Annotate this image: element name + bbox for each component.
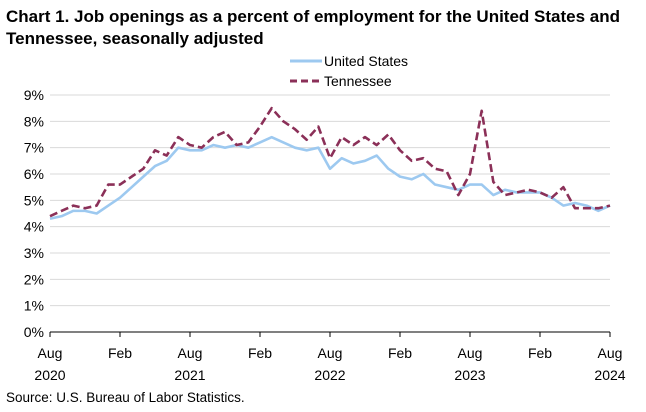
x-tick-year-label: 2020 xyxy=(34,367,65,383)
x-tick-label: Aug xyxy=(458,345,483,361)
series-line-tennessee xyxy=(49,106,611,218)
y-tick-label: 9% xyxy=(24,87,44,103)
y-tick-label: 3% xyxy=(24,245,44,261)
y-tick-label: 7% xyxy=(24,140,44,156)
source-note: Source: U.S. Bureau of Labor Statistics. xyxy=(6,390,245,405)
y-tick-label: 2% xyxy=(24,271,44,287)
x-tick-year-label: 2024 xyxy=(594,367,625,383)
series-line-united-states xyxy=(49,135,611,221)
y-tick-label: 5% xyxy=(24,192,44,208)
legend: United States Tennessee xyxy=(290,53,408,89)
x-tick-label: Aug xyxy=(318,345,343,361)
x-tick-year-label: 2022 xyxy=(314,367,345,383)
y-tick-label: 8% xyxy=(24,113,44,129)
x-tick-year-label: 2023 xyxy=(454,367,485,383)
x-tick-label: Feb xyxy=(248,345,272,361)
x-tick-label: Aug xyxy=(598,345,623,361)
x-tick-label: Feb xyxy=(388,345,412,361)
y-tick-label: 1% xyxy=(24,298,44,314)
plot-area: 0% 1% 2% 3% 4% 5% 6% 7% 8% 9% Aug 2020 Feb Aug 2021 Feb… xyxy=(24,87,626,383)
x-tick-year-label: 2021 xyxy=(174,367,205,383)
legend-label-united-states: United States xyxy=(324,53,408,69)
x-tick-label: Feb xyxy=(528,345,552,361)
legend-label-tennessee: Tennessee xyxy=(324,73,392,89)
y-tick-label: 6% xyxy=(24,166,44,182)
x-tick-label: Aug xyxy=(178,345,203,361)
chart-title: Chart 1. Job openings as a percent of em… xyxy=(6,7,620,48)
x-tick-label: Feb xyxy=(108,345,132,361)
y-tick-label: 0% xyxy=(24,324,44,340)
x-tick-label: Aug xyxy=(38,345,63,361)
y-tick-label: 4% xyxy=(24,219,44,235)
